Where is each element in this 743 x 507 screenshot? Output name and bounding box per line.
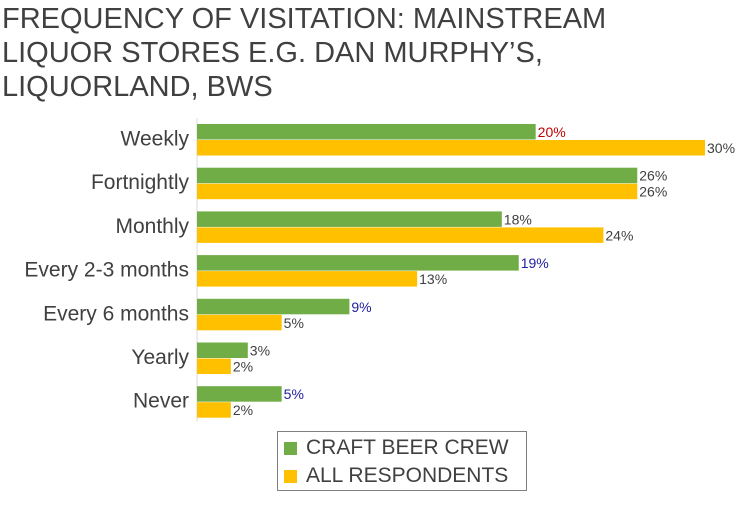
category-label-yearly: Yearly xyxy=(131,346,189,369)
chart-legend: CRAFT BEER CREW ALL RESPONDENTS xyxy=(277,431,527,491)
data-label-all-respondents-weekly: 30% xyxy=(707,140,735,156)
bar-all-respondents-fortnightly xyxy=(197,183,638,200)
data-label-craft-beer-crew-monthly: 18% xyxy=(504,211,532,227)
bar-all-respondents-never xyxy=(197,402,231,418)
data-label-all-respondents-every-2-3-months: 13% xyxy=(419,271,447,287)
data-label-all-respondents-every-6-months: 5% xyxy=(284,315,304,331)
bar-craft-beer-crew-fortnightly xyxy=(197,167,638,184)
category-label-never: Never xyxy=(133,390,189,413)
chart-title-line-3: LIQUORLAND, BWS xyxy=(2,71,273,103)
bar-craft-beer-crew-never xyxy=(197,386,282,402)
legend-label-all-respondents: ALL RESPONDENTS xyxy=(306,464,509,487)
bar-all-respondents-monthly xyxy=(197,227,604,243)
data-label-craft-beer-crew-never: 5% xyxy=(284,386,304,402)
chart-title: FREQUENCY OF VISITATION: MAINSTREAM LIQU… xyxy=(2,2,742,104)
bar-craft-beer-crew-yearly xyxy=(197,342,248,358)
category-label-weekly: Weekly xyxy=(121,128,190,151)
data-label-all-respondents-fortnightly: 26% xyxy=(639,184,667,200)
data-label-craft-beer-crew-fortnightly: 26% xyxy=(639,168,667,184)
bar-all-respondents-weekly xyxy=(197,140,705,156)
legend-swatch-all-respondents xyxy=(284,469,297,483)
bar-all-respondents-yearly xyxy=(197,358,231,374)
bar-craft-beer-crew-every-6-months xyxy=(197,298,350,315)
legend-label-craft-beer-crew: CRAFT BEER CREW xyxy=(306,436,509,459)
category-label-fortnightly: Fortnightly xyxy=(91,171,190,194)
data-label-all-respondents-monthly: 24% xyxy=(605,227,633,243)
bar-chart: Weekly 20% 30% Fortnightly 26%26% Monthly 18% 2… xyxy=(24,118,735,421)
data-label-all-respondents-yearly: 2% xyxy=(233,359,253,375)
data-label-craft-beer-crew-weekly: 20% xyxy=(538,124,566,140)
legend-swatch-craft-beer-crew xyxy=(284,441,297,455)
bar-craft-beer-crew-weekly xyxy=(197,124,536,140)
bar-all-respondents-every-2-3-months xyxy=(197,271,418,287)
chart-title-line-1: FREQUENCY OF VISITATION: MAINSTREAM xyxy=(2,3,607,35)
category-label-every-2-3-months: Every 2-3 months xyxy=(24,259,189,282)
category-label-monthly: Monthly xyxy=(115,215,189,238)
data-label-craft-beer-crew-every-2-3-months: 19% xyxy=(521,255,549,271)
data-label-all-respondents-never: 2% xyxy=(233,402,253,418)
data-label-craft-beer-crew-yearly: 3% xyxy=(250,343,270,359)
legend-item-craft-beer-crew: CRAFT BEER CREW xyxy=(284,435,509,461)
bar-all-respondents-every-6-months xyxy=(197,314,282,331)
category-label-every-6-months: Every 6 months xyxy=(43,302,189,325)
data-label-craft-beer-crew-every-6-months: 9% xyxy=(351,299,371,315)
bar-craft-beer-crew-monthly xyxy=(197,211,502,227)
bar-craft-beer-crew-every-2-3-months xyxy=(197,255,519,271)
legend-item-all-respondents: ALL RESPONDENTS xyxy=(284,463,508,489)
chart-title-line-2: LIQUOR STORES E.G. DAN MURPHY’S, xyxy=(2,37,543,69)
